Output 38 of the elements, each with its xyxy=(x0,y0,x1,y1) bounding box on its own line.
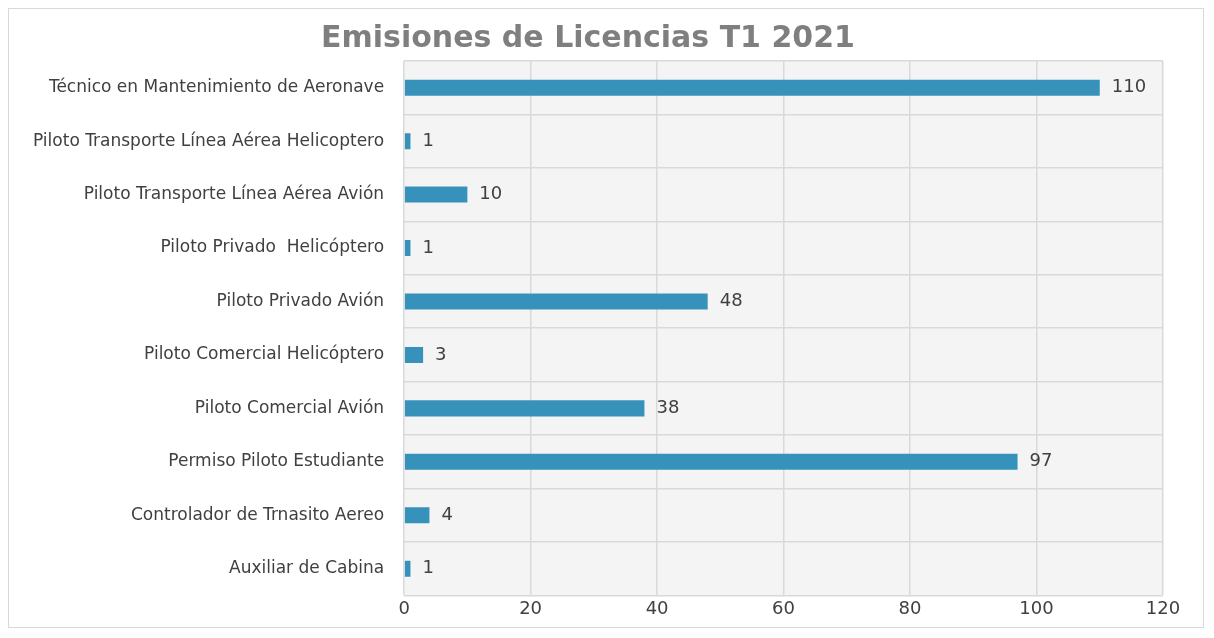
y-tick-label: Piloto Comercial Helicóptero xyxy=(144,343,385,364)
y-tick-label: Auxiliar de Cabina xyxy=(229,557,385,578)
bar xyxy=(404,186,468,203)
y-tick-label: Piloto Privado Avión xyxy=(216,289,385,310)
data-label: 97 xyxy=(1029,449,1053,471)
y-tick-label: Piloto Comercial Avión xyxy=(194,396,385,417)
bar xyxy=(404,133,411,150)
y-tick-label: Técnico en Mantenimiento de Aeronave xyxy=(47,76,385,97)
x-tick-label: 100 xyxy=(1019,596,1054,618)
y-tick-label: Controlador de Trnasito Aereo xyxy=(130,503,385,524)
bar xyxy=(404,453,1018,470)
y-tick-label: Piloto Privado Helicóptero xyxy=(160,236,385,257)
data-label: 4 xyxy=(441,502,453,524)
bar xyxy=(404,560,411,577)
data-label: 38 xyxy=(656,396,680,418)
x-tick-label: 120 xyxy=(1145,596,1181,618)
x-tick-label: 80 xyxy=(898,596,922,618)
data-label: 3 xyxy=(435,342,447,364)
data-label: 10 xyxy=(479,182,503,204)
x-tick-label: 20 xyxy=(519,596,543,618)
data-label: 1 xyxy=(422,556,434,578)
bar xyxy=(404,346,424,363)
x-tick-label: 0 xyxy=(398,596,410,618)
chart-title: Emisiones de Licencias T1 2021 xyxy=(321,18,855,54)
y-tick-label: Piloto Transporte Línea Aérea Helicoptero xyxy=(32,129,385,150)
bar xyxy=(404,293,708,310)
data-label: 1 xyxy=(422,128,434,150)
x-tick-label: 40 xyxy=(645,596,669,618)
x-tick-label: 60 xyxy=(772,596,796,618)
data-label: 48 xyxy=(719,289,743,311)
y-tick-label: Piloto Transporte Línea Aérea Avión xyxy=(83,183,385,204)
bar xyxy=(404,507,430,524)
y-tick-label: Permiso Piloto Estudiante xyxy=(168,450,385,471)
bar xyxy=(404,400,645,417)
bar xyxy=(404,240,411,257)
data-label: 1 xyxy=(422,235,434,257)
data-label: 110 xyxy=(1111,75,1147,97)
bar xyxy=(404,79,1100,96)
